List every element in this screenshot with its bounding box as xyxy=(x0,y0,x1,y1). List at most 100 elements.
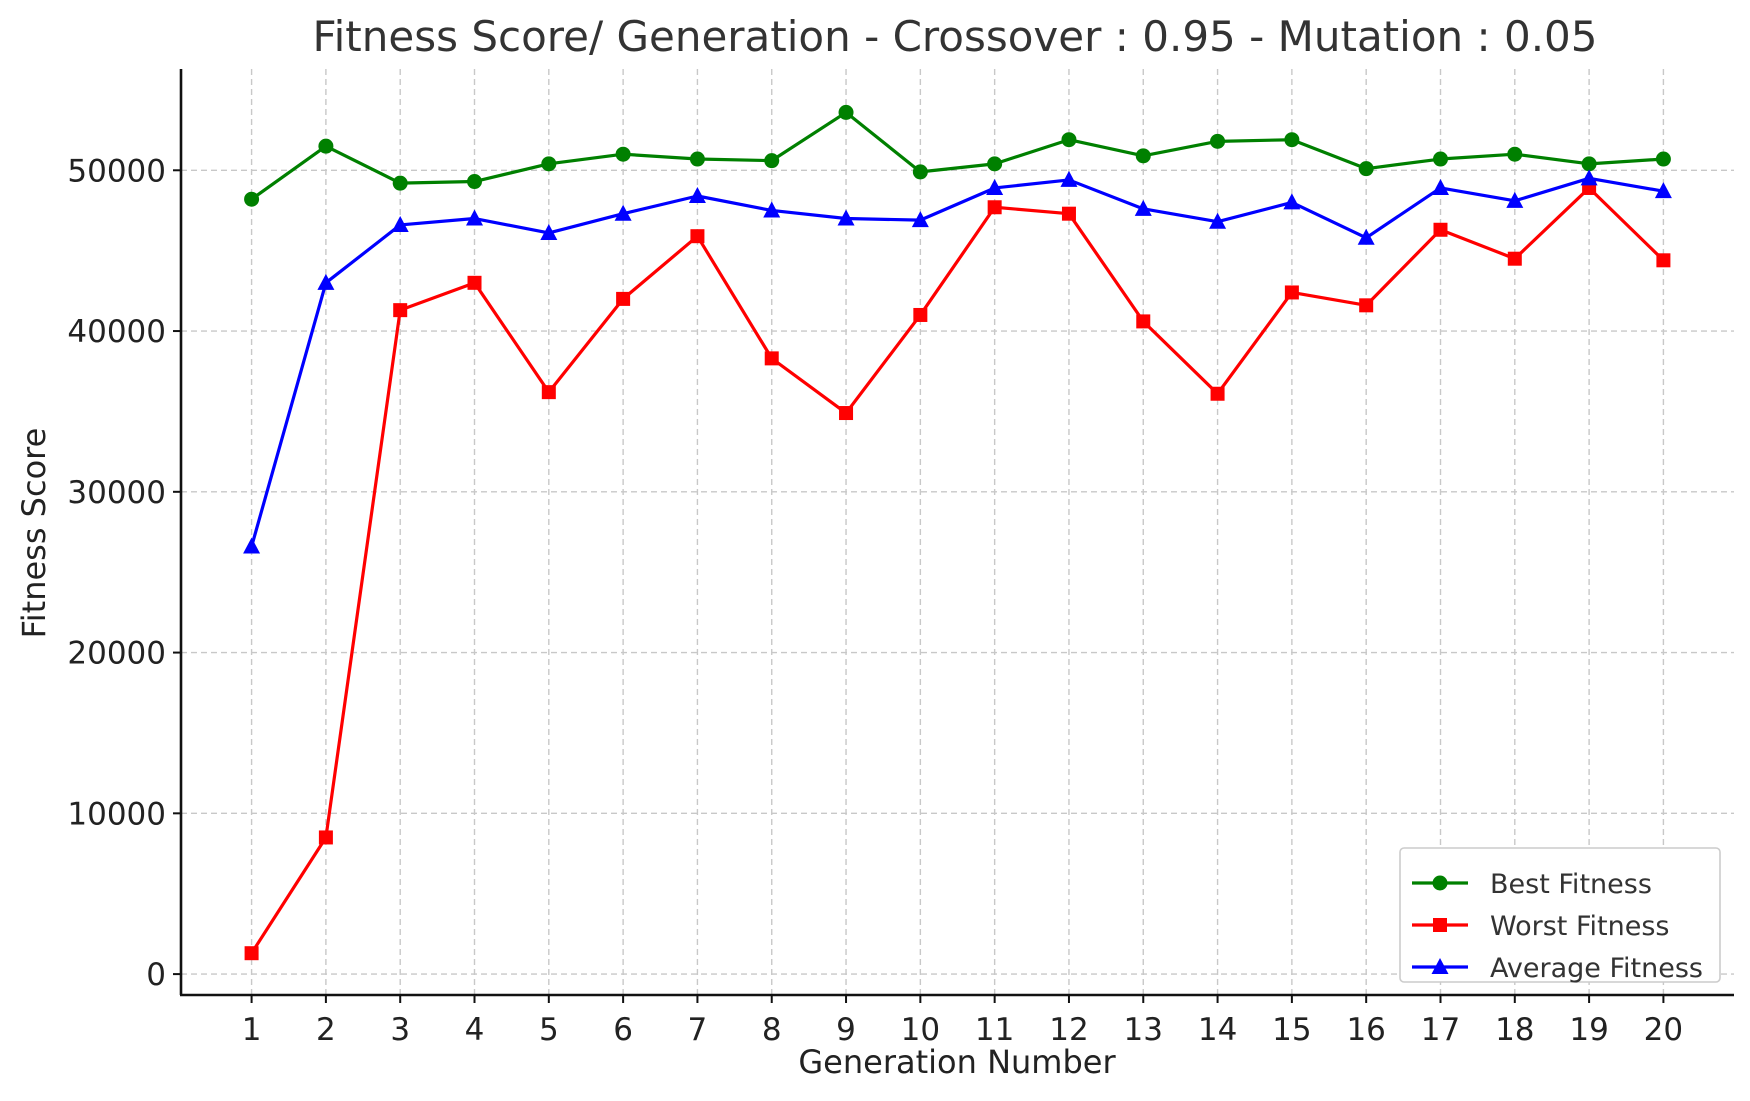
data-point-worst-fitness xyxy=(1061,206,1076,221)
data-point-worst-fitness xyxy=(1136,314,1151,329)
data-point-best-fitness xyxy=(1061,132,1077,148)
x-tick-label: 2 xyxy=(316,1012,336,1048)
data-point-best-fitness xyxy=(1284,132,1300,148)
y-axis-label: Fitness Score xyxy=(15,428,53,639)
data-point-worst-fitness xyxy=(393,303,408,318)
data-point-worst-fitness xyxy=(913,307,928,322)
x-tick-label: 1 xyxy=(242,1012,262,1048)
axes xyxy=(179,69,1734,997)
y-tick-label: 20000 xyxy=(67,636,166,672)
data-point-best-fitness xyxy=(541,156,557,172)
data-point-worst-fitness xyxy=(987,200,1002,215)
x-tick-label: 5 xyxy=(539,1012,559,1048)
data-point-worst-fitness xyxy=(541,385,556,400)
data-point-best-fitness xyxy=(1655,151,1671,167)
data-point-worst-fitness xyxy=(1433,222,1448,237)
x-tick-label: 17 xyxy=(1421,1012,1460,1048)
x-tick-label: 8 xyxy=(762,1012,782,1048)
data-point-average-fitness xyxy=(540,223,558,240)
data-point-average-fitness xyxy=(614,204,632,221)
series-line-average-fitness xyxy=(250,176,1664,547)
legend-item-average-fitness: Average Fitness xyxy=(1412,953,1703,984)
data-point-best-fitness xyxy=(318,138,334,154)
y-tick-label: 50000 xyxy=(67,153,166,189)
x-tick-label: 14 xyxy=(1198,1012,1237,1048)
legend-label: Average Fitness xyxy=(1490,953,1703,984)
x-tick-label: 13 xyxy=(1124,1012,1163,1048)
data-point-average-fitness xyxy=(763,201,781,218)
data-point-worst-fitness xyxy=(1359,298,1374,313)
x-tick-label: 9 xyxy=(836,1012,856,1048)
series xyxy=(243,104,1672,961)
x-tick-label: 16 xyxy=(1346,1012,1385,1048)
x-tick-label: 3 xyxy=(390,1012,410,1048)
legend-marker xyxy=(1431,958,1449,974)
data-point-worst-fitness xyxy=(839,406,854,421)
chart-title: Fitness Score/ Generation - Crossover : … xyxy=(313,12,1598,61)
data-point-average-fitness xyxy=(466,209,484,226)
legend-item-best-fitness: Best Fitness xyxy=(1412,869,1652,900)
data-point-average-fitness xyxy=(243,537,261,554)
data-point-average-fitness xyxy=(317,273,335,290)
x-tick-label: 6 xyxy=(613,1012,633,1048)
data-point-average-fitness xyxy=(1134,199,1152,216)
x-tick-label: 4 xyxy=(465,1012,485,1048)
x-tick-label: 7 xyxy=(688,1012,708,1048)
x-tick-label: 15 xyxy=(1272,1012,1311,1048)
data-point-worst-fitness xyxy=(616,291,631,306)
data-point-worst-fitness xyxy=(1656,253,1671,268)
legend: Best Fitness Worst Fitness Average Fitness xyxy=(1399,847,1721,984)
legend-label: Best Fitness xyxy=(1490,869,1652,900)
x-axis-label: Generation Number xyxy=(798,1043,1116,1081)
data-point-worst-fitness xyxy=(690,229,705,244)
x-tick-label: 20 xyxy=(1644,1012,1683,1048)
legend-label: Worst Fitness xyxy=(1490,911,1669,942)
ticks: 1 2 3 4 5 6 7 8 9 10 11 12 13 14 15 16 17 18 19 20010000200… xyxy=(67,153,1683,1048)
series-worst-fitness xyxy=(244,180,1671,961)
data-point-best-fitness xyxy=(912,164,928,180)
data-point-average-fitness xyxy=(688,187,706,204)
data-point-best-fitness xyxy=(615,146,631,162)
y-tick-label: 10000 xyxy=(67,796,166,832)
data-point-average-fitness xyxy=(1654,182,1672,199)
x-tick-label: 10 xyxy=(901,1012,940,1048)
y-tick-label: 30000 xyxy=(67,475,166,511)
data-point-average-fitness xyxy=(1060,170,1078,187)
data-point-worst-fitness xyxy=(1210,386,1225,401)
data-point-best-fitness xyxy=(1358,161,1374,177)
y-tick-label: 40000 xyxy=(67,314,166,350)
data-point-average-fitness xyxy=(1357,228,1375,245)
legend-marker xyxy=(1433,918,1447,932)
series-best-fitness xyxy=(244,104,1671,207)
data-point-best-fitness xyxy=(764,153,780,169)
x-tick-label: 18 xyxy=(1495,1012,1534,1048)
data-point-average-fitness xyxy=(837,209,855,226)
data-point-best-fitness xyxy=(392,175,408,191)
x-tick-label: 19 xyxy=(1569,1012,1608,1048)
data-point-best-fitness xyxy=(1432,151,1448,167)
data-point-best-fitness xyxy=(467,174,483,190)
data-point-best-fitness xyxy=(838,104,854,120)
data-point-average-fitness xyxy=(1431,178,1449,195)
data-point-worst-fitness xyxy=(764,351,779,366)
data-point-average-fitness xyxy=(911,211,929,228)
y-tick-label: 0 xyxy=(146,957,166,993)
series-line-worst-fitness xyxy=(250,186,1665,955)
data-point-worst-fitness xyxy=(1284,285,1299,300)
data-point-worst-fitness xyxy=(1507,251,1522,266)
data-point-best-fitness xyxy=(689,151,705,167)
data-point-average-fitness xyxy=(986,178,1004,195)
data-point-best-fitness xyxy=(244,191,260,207)
data-point-best-fitness xyxy=(1210,133,1226,149)
data-point-worst-fitness xyxy=(467,275,482,290)
data-point-average-fitness xyxy=(1580,169,1598,186)
data-point-best-fitness xyxy=(1135,148,1151,164)
series-line-best-fitness xyxy=(250,110,1664,201)
series-average-fitness xyxy=(243,169,1672,554)
data-point-best-fitness xyxy=(987,156,1003,172)
data-point-average-fitness xyxy=(1506,191,1524,208)
data-point-average-fitness xyxy=(1283,193,1301,210)
legend-marker xyxy=(1432,875,1448,891)
data-point-best-fitness xyxy=(1507,146,1523,162)
